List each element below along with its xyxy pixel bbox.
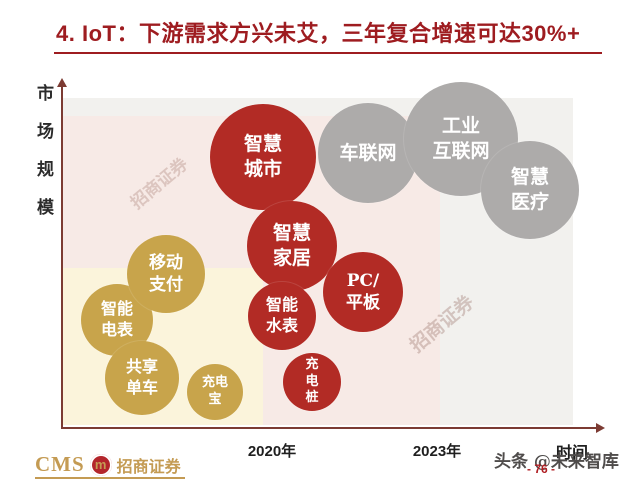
bubble-label-line: 电 [305, 373, 319, 389]
bubble-label-line: 智慧 [510, 166, 549, 189]
bubble-label-line: 充 [305, 356, 319, 372]
bubble-bike-sharing: 共享 单车 [105, 341, 179, 415]
bubble-label-line: 水表 [265, 316, 298, 335]
bubble-label-line: 城市 [243, 158, 282, 180]
y-axis [61, 86, 63, 429]
bubble-label-line: 智慧 [272, 222, 311, 245]
bubble-label-line: 家居 [272, 247, 311, 269]
bubble-label-line: 电表 [100, 320, 133, 339]
bubble-label-line: PC/ [346, 270, 380, 291]
x-axis-label: 时间 [556, 445, 589, 462]
bubble-label-line: 智能 [265, 295, 298, 315]
bubble-label-line: 桩 [305, 390, 319, 406]
bubble-label-line: 车联网 [339, 141, 397, 164]
bubble-pc-tablet: PC/平板 [323, 252, 403, 332]
bubble-label-line: 医疗 [510, 191, 549, 213]
x-axis-arrow-icon [596, 423, 605, 433]
bubble-label-line: 工业 [441, 115, 480, 138]
bubble-label-line: 单车 [125, 378, 158, 397]
bubble-label-line: 平板 [346, 293, 380, 313]
cms-brand-name: 招商证券 [116, 456, 181, 476]
bubble-label-line: 互联网 [432, 140, 490, 162]
y-axis-label: 市场规模 [34, 84, 53, 236]
bubble-label-line: 宝 [208, 392, 222, 407]
bubble-power-bank: 充电宝 [187, 364, 243, 420]
bubble-charging-pile: 充电桩 [283, 353, 341, 411]
bubble-label-line: 支付 [149, 275, 183, 295]
bubble-connected-vehicles: 车联网 [318, 103, 418, 203]
page-title: 4. IoT：下游需求方兴未艾，三年复合增速可达30%+ [56, 21, 581, 46]
bubble-label-line: 充电 [201, 375, 228, 391]
bubble-label-line: 移动 [149, 252, 183, 273]
x-tick-1: 2020年 [247, 443, 297, 460]
cms-logo: CMS m 招商证券 [35, 452, 181, 477]
bubble-label-line: 共享 [125, 357, 158, 377]
page-number: - 76 - [527, 462, 556, 476]
cms-logo-text: CMS [35, 452, 85, 476]
footer-underline [35, 477, 185, 479]
bubble-smart-home: 智慧 家居 [247, 201, 337, 291]
source-watermark: 头条 @未来智库 [494, 452, 619, 472]
y-axis-arrow-icon [57, 78, 67, 87]
cms-logo-icon: m [89, 453, 112, 476]
bubble-label-line: 智能 [100, 299, 133, 319]
bubble-chart: 招商证券 招商证券 车联网 工业 互联网 智慧 医疗 智慧 城市 智慧 家居 PC/平板 智能 水表充电… [0, 60, 640, 462]
x-tick-2: 2023年 [412, 443, 462, 460]
bubble-label-line: 智慧 [243, 133, 282, 156]
bubble-smart-city: 智慧 城市 [210, 104, 316, 210]
title-underline [54, 52, 602, 54]
bubble-smart-water-meter: 智能 水表 [248, 282, 316, 350]
x-axis [61, 427, 597, 429]
bubble-smart-healthcare: 智慧 医疗 [481, 141, 579, 239]
bubble-mobile-payment: 移动 支付 [127, 235, 205, 313]
